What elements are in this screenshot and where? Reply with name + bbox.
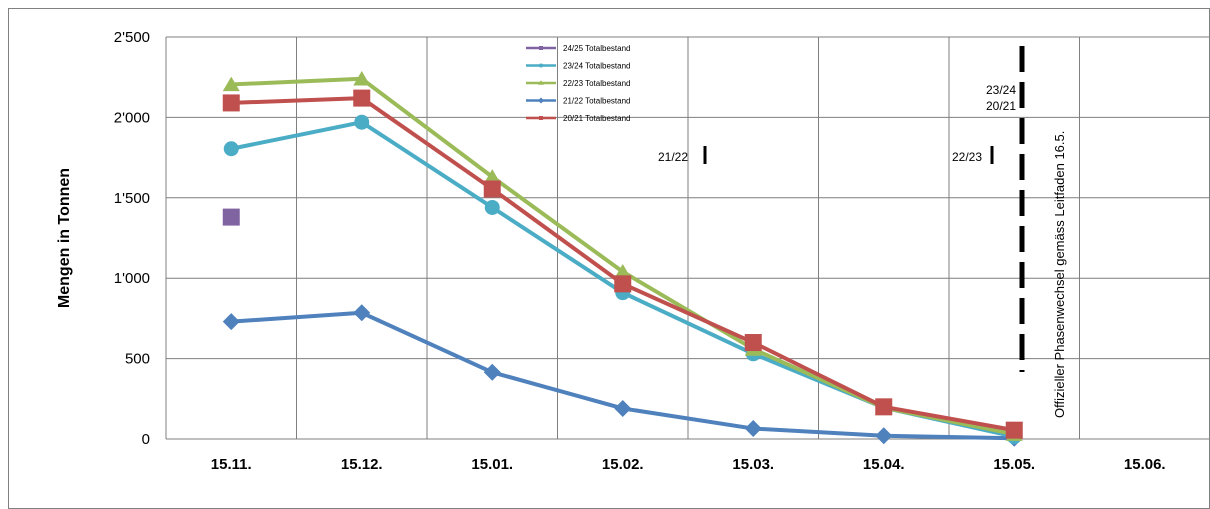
y-tick-label: 1'000 (114, 270, 150, 287)
legend-label: 20/21 Totalbestand (563, 114, 630, 123)
data-point (354, 114, 370, 130)
data-point (353, 71, 371, 86)
series-24-25-totalbestand (222, 208, 240, 226)
legend-marker (539, 63, 543, 68)
legend-marker (538, 97, 544, 104)
legend-label: 23/24 Totalbestand (563, 62, 630, 71)
legend-label: 22/23 Totalbestand (563, 79, 630, 88)
legend-marker (538, 80, 544, 85)
data-point (875, 398, 893, 416)
data-point (1005, 421, 1023, 439)
data-point (614, 275, 632, 293)
data-point (484, 199, 500, 215)
y-axis-ticks: 0 500 1'000 1'500 2'000 2'500 (114, 29, 150, 448)
annotation-21-22: 21/22 (658, 150, 688, 164)
data-point (614, 399, 632, 417)
data-point (614, 264, 632, 279)
annotation-20-21: 20/21 (986, 99, 1016, 113)
data-point (483, 363, 501, 381)
data-point (483, 169, 501, 184)
y-tick-label: 500 (125, 351, 150, 368)
legend-marker (539, 46, 543, 50)
data-point (222, 313, 240, 331)
data-point (744, 334, 762, 352)
data-point (353, 89, 371, 107)
x-tick-label: 15.04. (863, 456, 905, 473)
annotation-22-23: 22/23 (952, 150, 982, 164)
x-axis-ticks: 15.11. 15.12. 15.01. 15.02. 15.03. 15.04. 15.0… (211, 456, 1166, 473)
y-tick-label: 2'500 (114, 29, 150, 46)
series-21-22-totalbestand (222, 304, 1023, 447)
annotations: Offizieller Phasenwechsel gemäss Leitfad… (658, 46, 1067, 418)
legend-label: 21/22 Totalbestand (563, 97, 630, 106)
data-point (875, 427, 893, 445)
annotation-23-24: 23/24 (986, 83, 1016, 97)
legend: 24/25 Totalbestand 23/24 Totalbestand 22/2… (526, 44, 630, 123)
x-tick-label: 15.11. (211, 456, 252, 473)
x-tick-label: 15.01. (471, 456, 513, 473)
y-tick-label: 1'500 (114, 190, 150, 207)
legend-label: 24/25 Totalbestand (563, 44, 630, 53)
series-20-21-totalbestand (222, 89, 1023, 439)
data-point (222, 76, 240, 92)
y-tick-label: 0 (142, 431, 150, 448)
x-tick-label: 15.12. (341, 456, 383, 473)
phase-change-label: Offizieller Phasenwechsel gemäss Leitfad… (1052, 131, 1067, 418)
y-axis-label: Mengen in Tonnen (56, 168, 73, 308)
data-point (222, 208, 240, 226)
data-point (744, 420, 762, 438)
x-tick-label: 15.02. (602, 456, 644, 473)
y-tick-label: 2'000 (114, 109, 150, 126)
data-point (483, 180, 501, 198)
x-tick-label: 15.03. (732, 456, 774, 473)
data-point (223, 141, 239, 157)
legend-marker (539, 116, 543, 120)
data-point (353, 304, 371, 322)
data-point (222, 94, 240, 112)
series-layer (222, 71, 1023, 447)
x-tick-label: 15.05. (993, 456, 1035, 473)
x-tick-label: 15.06. (1124, 456, 1166, 473)
